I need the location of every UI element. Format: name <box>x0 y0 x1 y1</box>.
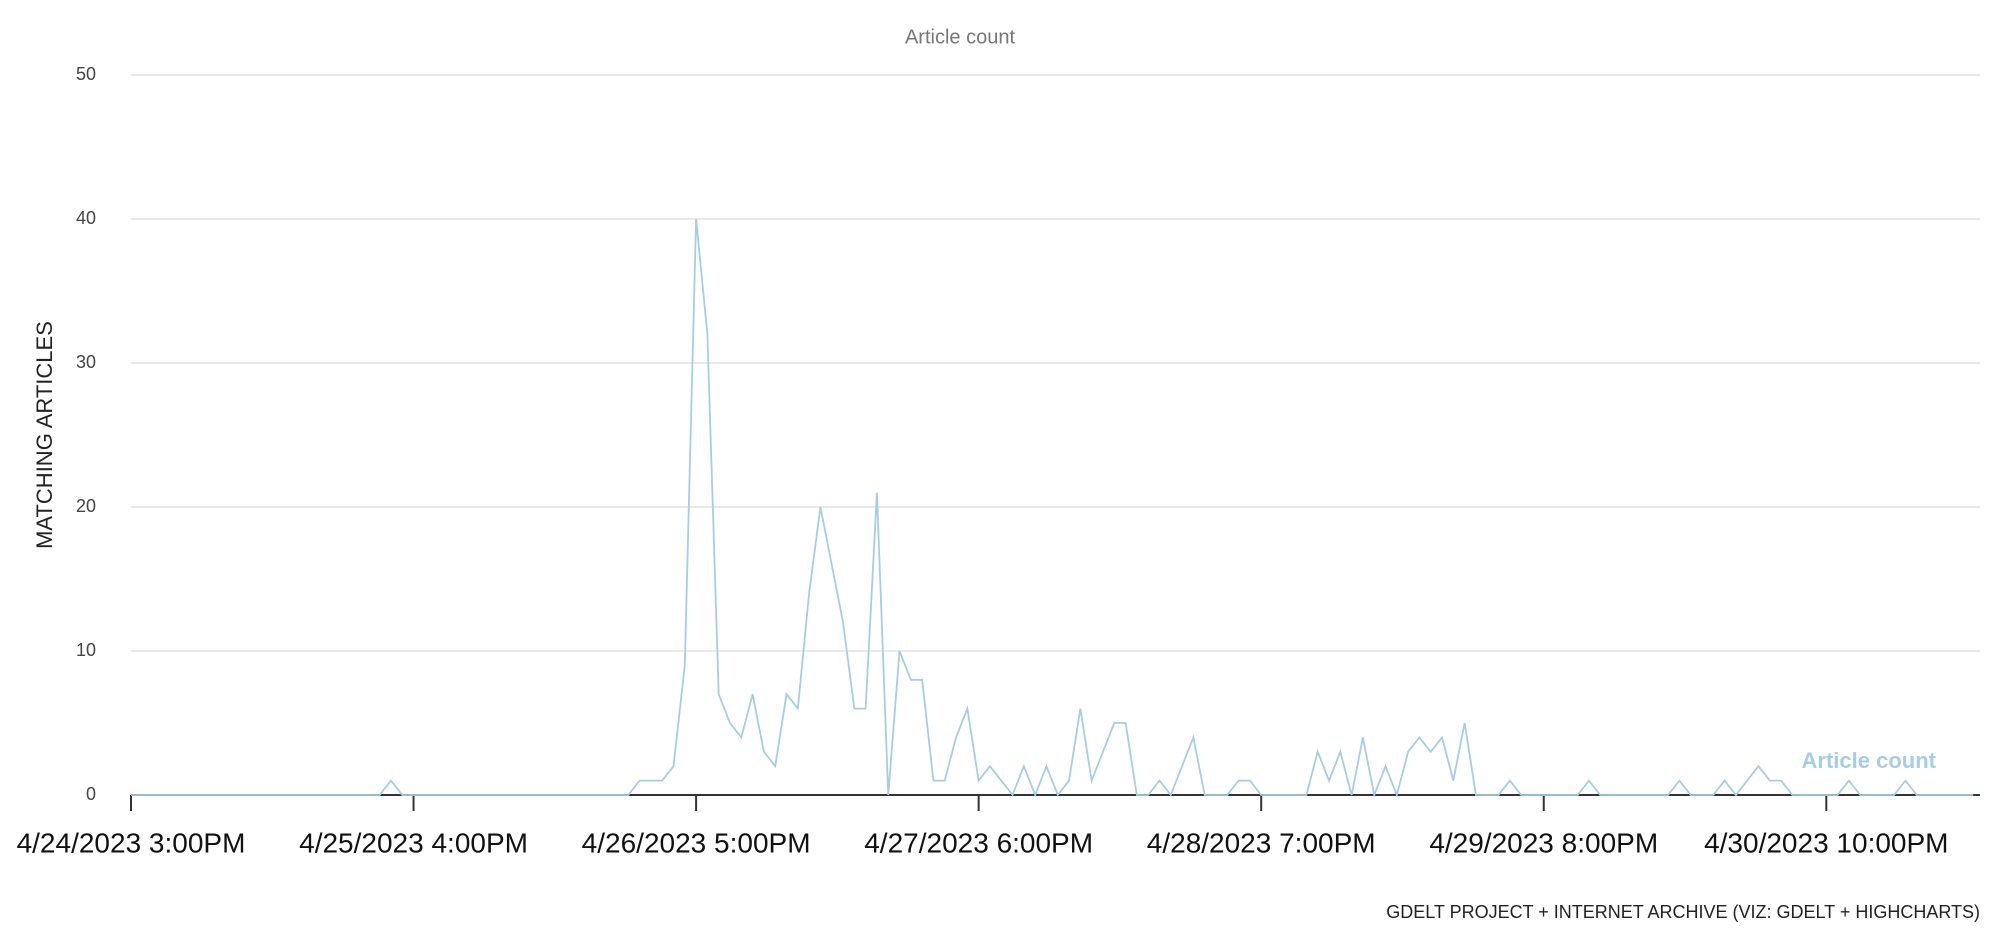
x-tick-label: 4/28/2023 7:00PM <box>1147 827 1376 858</box>
chart-title: Article count <box>905 26 1015 48</box>
legend-entry[interactable]: Article count <box>1802 748 1937 773</box>
x-tick-label: 4/30/2023 10:00PM <box>1704 827 1948 858</box>
credit: GDELT PROJECT + INTERNET ARCHIVE (VIZ: G… <box>1386 902 1980 922</box>
x-tick-label: 4/29/2023 8:00PM <box>1429 827 1658 858</box>
x-tick-label: 4/25/2023 4:00PM <box>299 827 528 858</box>
y-tick-label: 10 <box>76 640 96 660</box>
data-line <box>131 218 1974 799</box>
x-tick-label: 4/24/2023 3:00PM <box>17 827 246 858</box>
x-tick-label: 4/26/2023 5:00PM <box>582 827 811 858</box>
y-tick-label: 20 <box>76 496 96 516</box>
y-tick-label: 30 <box>76 352 96 372</box>
y-tick-label: 40 <box>76 208 96 228</box>
y-axis-label: MATCHING ARTICLES <box>32 321 57 549</box>
x-tick-label: 4/27/2023 6:00PM <box>864 827 1093 858</box>
y-tick-label: 0 <box>86 784 96 804</box>
y-tick-label: 50 <box>76 64 96 84</box>
